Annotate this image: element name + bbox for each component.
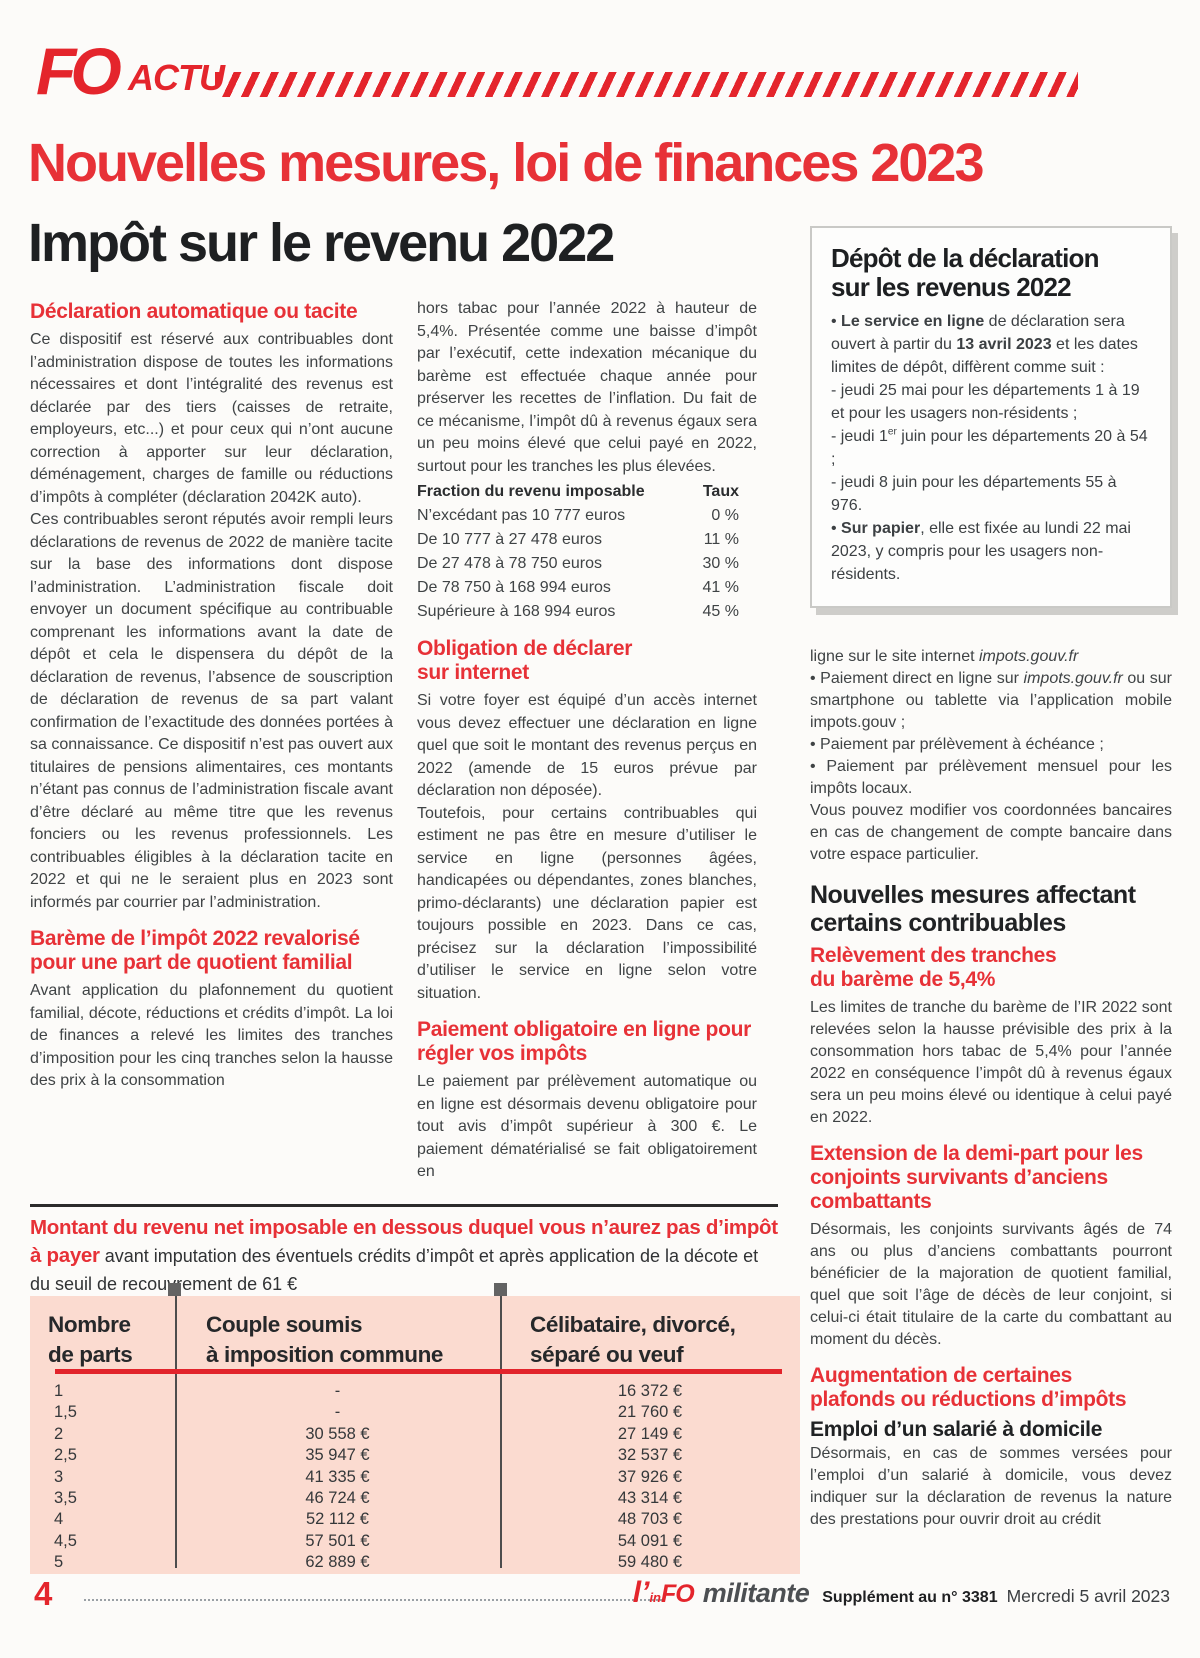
table-column-divider [175, 1296, 177, 1568]
table-handle-square [494, 1283, 507, 1296]
bullet-item: • Paiement direct en ligne sur impots.go… [810, 670, 1172, 731]
section-heading-obligation-internet: Obligation de déclarer sur internet [417, 637, 633, 684]
sidebar-box-depot-declaration: Dépôt de la déclaration sur les revenus … [810, 226, 1172, 608]
paragraph: Toutefois, pour certains contribuables q… [417, 804, 757, 1002]
page-number: 4 [34, 1575, 53, 1612]
subsection-heading-emploi-salarie: Emploi d’un salarié à domicile [810, 1418, 1103, 1441]
income-threshold-table: Nombre de parts Couple soumis à impositi… [30, 1296, 800, 1574]
bullet-item: • Paiement par prélèvement à échéance ; [810, 736, 1104, 753]
table-row: 4,5 57 501 € 54 091 € [54, 1531, 683, 1550]
tax-bracket-row: De 27 478 à 78 750 euros 30 % [417, 555, 739, 572]
headline-primary: Nouvelles mesures, loi de finances 2023 [28, 133, 984, 193]
sidebar-list-item: - jeudi 25 mai pour les départements 1 à… [831, 382, 1140, 422]
footer-date: Mercredi 5 avril 2023 [1006, 1586, 1170, 1606]
table-lead-red: Montant du revenu net imposable en desso… [30, 1216, 778, 1267]
section-heading-bareme-impot: Barème de l’impôt 2022 revalorisé pour u… [30, 927, 360, 974]
bullet-item: • Paiement par prélèvement mensuel pour … [810, 758, 1172, 797]
bracket-header-rate: Taux [702, 483, 739, 500]
tax-bracket-row: De 10 777 à 27 478 euros 11 % [417, 531, 739, 548]
horizontal-rule [30, 1204, 778, 1207]
footer-supplement: Supplément au n° 3381 [822, 1589, 998, 1606]
section-heading-augmentation-plafonds: Augmentation de certaines plafonds ou ré… [810, 1364, 1127, 1411]
table-row: 3 41 335 € 37 926 € [54, 1467, 683, 1486]
section-heading-declaration-automatique: Déclaration automatique ou tacite [30, 300, 358, 323]
table-header-underline [55, 1369, 782, 1374]
column-1: Déclaration automatique ou tacite Ce dis… [30, 300, 393, 1093]
footer-dotted-leader [84, 1599, 662, 1601]
table-row: 4 52 112 € 48 703 € [54, 1510, 683, 1529]
tax-bracket-header-row: Fraction du revenu imposable Taux [417, 480, 757, 504]
paragraph: Les limites de tranche du barème de l’IR… [810, 999, 1172, 1126]
table-column-divider [500, 1296, 502, 1568]
table-row: 3,5 46 724 € 43 314 € [54, 1488, 683, 1507]
table-handle-square [168, 1283, 181, 1296]
sidebar-list-item: - jeudi 1er juin pour les départements 2… [831, 426, 1148, 468]
column-2: hors tabac pour l’année 2022 à hauteur d… [417, 298, 757, 1184]
paragraph: Si votre foyer est équipé d’un accès int… [417, 692, 757, 799]
table-lead-black: avant imputation des éventuels crédits d… [30, 1246, 759, 1294]
paragraph: Désormais, les conjoints survivants âgés… [810, 1221, 1172, 1348]
table-header-couple: Couple soumis à imposition commune [206, 1312, 444, 1367]
section-heading-relevement-tranches: Relèvement des tranches du barème de 5,4… [810, 944, 1057, 991]
table-row: 5 62 889 € 59 480 € [54, 1553, 683, 1572]
tax-bracket-table: Fraction du revenu imposable Taux N’excé… [417, 480, 757, 624]
section-heading-extension-demi-part: Extension de la demi-part pour les conjo… [810, 1142, 1143, 1213]
headline-secondary: Impôt sur le revenu 2022 [28, 213, 615, 273]
fo-logo: FO [36, 34, 122, 108]
footer-publication-info: l’inFO militante Supplément au n° 3381 M… [633, 1576, 1170, 1610]
bracket-header-label: Fraction du revenu imposable [417, 483, 645, 500]
paragraph: Ces contribuables seront réputés avoir r… [30, 511, 393, 911]
paragraph: hors tabac pour l’année 2022 à hauteur d… [417, 300, 757, 475]
table-header-parts: Nombre de parts [48, 1312, 133, 1367]
paragraph: Vous pouvez modifier vos coordonnées ban… [810, 802, 1172, 863]
sidebar-box-title: Dépôt de la déclaration sur les revenus … [831, 243, 1099, 302]
table-row: 1 - 16 372 € [54, 1382, 683, 1400]
tax-bracket-row: N’excédant pas 10 777 euros 0 % [417, 507, 739, 524]
table-lead-text: Montant du revenu net imposable en desso… [30, 1214, 778, 1298]
hatch-stripe-decoration [215, 72, 1078, 97]
actu-label: ACTU [128, 57, 225, 98]
sidebar-bullet: • Le service en ligne de déclaration ser… [831, 313, 1138, 376]
paragraph: Le paiement par prélèvement automatique … [417, 1073, 757, 1180]
paragraph: Ce dispositif est réservé aux contribuab… [30, 331, 393, 506]
section-heading-nouvelles-mesures: Nouvelles mesures affectant certains con… [810, 881, 1136, 937]
paragraph: Avant application du plafonnement du quo… [30, 982, 393, 1089]
paragraph: ligne sur le site internet impots.gouv.f… [810, 648, 1079, 665]
section-heading-paiement-en-ligne: Paiement obligatoire en ligne pour régle… [417, 1018, 752, 1065]
table-row: 2,5 35 947 € 32 537 € [54, 1446, 683, 1465]
table-body: 1 - 16 372 € 1,5 - 21 760 € 2 30 558 € 2… [30, 1381, 800, 1574]
column-3: ligne sur le site internet impots.gouv.f… [810, 646, 1172, 1531]
tax-bracket-row: Supérieure à 168 994 euros 45 % [417, 603, 739, 620]
militante-label: militante [702, 1578, 810, 1608]
paragraph: Désormais, en cas de sommes versées pour… [810, 1445, 1172, 1528]
sidebar-list-item: - jeudi 8 juin pour les départements 55 … [831, 474, 1117, 514]
table-header-single: Célibataire, divorcé, séparé ou veuf [530, 1312, 736, 1367]
info-militante-logo: l’inFO [632, 1576, 695, 1609]
table-row: 2 30 558 € 27 149 € [54, 1424, 683, 1443]
sidebar-bullet: • Sur papier, elle est fixée au lundi 22… [831, 520, 1131, 583]
table-row: 1,5 - 21 760 € [54, 1403, 683, 1422]
tax-bracket-row: De 78 750 à 168 994 euros 41 % [417, 579, 739, 596]
